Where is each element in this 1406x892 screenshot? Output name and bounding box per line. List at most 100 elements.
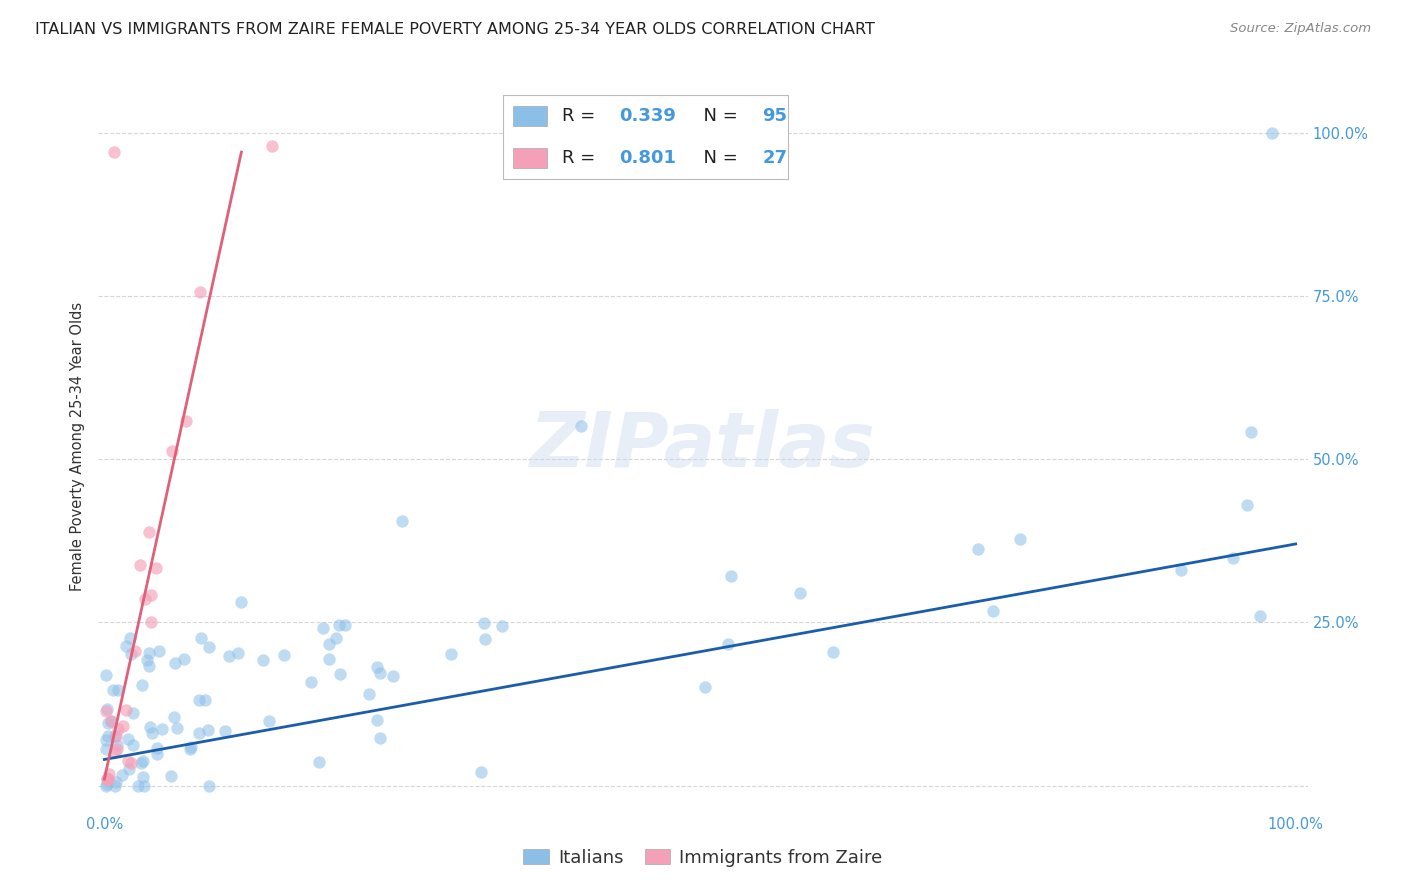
- Point: [111, 719, 134, 733]
- Point: [228, 646, 250, 660]
- Point: [187, 693, 209, 707]
- Point: [1010, 533, 1032, 547]
- Point: [104, 745, 127, 759]
- Point: [260, 138, 283, 153]
- Point: [104, 779, 127, 793]
- Point: [187, 726, 209, 740]
- Point: [333, 618, 356, 632]
- Point: [96, 772, 118, 786]
- Point: [132, 754, 155, 768]
- Point: [122, 738, 145, 752]
- Point: [132, 779, 155, 793]
- Point: [311, 621, 333, 635]
- Point: [97, 716, 120, 731]
- Point: [96, 741, 118, 756]
- Point: [197, 723, 219, 737]
- Point: [160, 769, 183, 783]
- Legend: Italians, Immigrants from Zaire: Italians, Immigrants from Zaire: [516, 842, 890, 874]
- Point: [97, 729, 120, 743]
- Text: ITALIAN VS IMMIGRANTS FROM ZAIRE FEMALE POVERTY AMONG 25-34 YEAR OLDS CORRELATIO: ITALIAN VS IMMIGRANTS FROM ZAIRE FEMALE …: [35, 22, 875, 37]
- Point: [138, 659, 160, 673]
- Point: [97, 772, 120, 786]
- Point: [115, 639, 138, 653]
- Point: [382, 669, 405, 683]
- Point: [105, 775, 128, 789]
- Point: [111, 768, 134, 782]
- Point: [124, 644, 146, 658]
- Point: [1261, 126, 1284, 140]
- Point: [94, 733, 117, 747]
- Point: [197, 779, 219, 793]
- Point: [720, 569, 742, 583]
- Point: [491, 618, 513, 632]
- Text: 95: 95: [762, 107, 787, 125]
- Point: [218, 648, 240, 663]
- Text: 0.339: 0.339: [620, 107, 676, 125]
- Point: [1170, 563, 1192, 577]
- Point: [129, 756, 152, 770]
- Point: [325, 632, 347, 646]
- Point: [148, 643, 170, 657]
- Point: [193, 693, 215, 707]
- Point: [105, 739, 128, 753]
- Point: [96, 702, 118, 716]
- Point: [717, 637, 740, 651]
- FancyBboxPatch shape: [503, 95, 787, 179]
- Point: [981, 604, 1004, 618]
- Point: [176, 414, 198, 428]
- Point: [1240, 425, 1263, 440]
- Point: [103, 682, 125, 697]
- Point: [141, 726, 163, 740]
- Text: Source: ZipAtlas.com: Source: ZipAtlas.com: [1230, 22, 1371, 36]
- Point: [370, 731, 392, 745]
- Point: [139, 588, 162, 602]
- Point: [328, 617, 350, 632]
- Point: [1236, 498, 1258, 512]
- Text: R =: R =: [561, 107, 600, 125]
- Point: [120, 647, 142, 661]
- Point: [120, 756, 142, 770]
- Point: [357, 687, 380, 701]
- Point: [188, 285, 211, 300]
- Text: R =: R =: [561, 149, 600, 167]
- FancyBboxPatch shape: [513, 105, 547, 126]
- Point: [569, 419, 592, 434]
- Point: [472, 616, 495, 631]
- Point: [166, 721, 188, 735]
- Point: [94, 779, 117, 793]
- Point: [145, 561, 167, 575]
- Point: [198, 640, 221, 654]
- Point: [273, 648, 295, 662]
- Point: [789, 585, 811, 599]
- Text: N =: N =: [692, 107, 744, 125]
- Point: [308, 756, 330, 770]
- Point: [163, 710, 186, 724]
- Point: [146, 747, 169, 762]
- Point: [96, 777, 118, 791]
- Point: [391, 514, 413, 528]
- Point: [107, 722, 129, 736]
- Point: [94, 668, 117, 682]
- Point: [1222, 551, 1244, 566]
- Point: [470, 765, 492, 780]
- Point: [440, 647, 463, 661]
- Point: [259, 714, 281, 729]
- Point: [252, 652, 274, 666]
- Point: [107, 683, 129, 698]
- Point: [368, 666, 391, 681]
- Point: [118, 762, 141, 776]
- Point: [129, 558, 152, 573]
- Point: [134, 592, 156, 607]
- Point: [146, 741, 169, 756]
- Point: [214, 724, 236, 739]
- Y-axis label: Female Poverty Among 25-34 Year Olds: Female Poverty Among 25-34 Year Olds: [70, 301, 86, 591]
- Point: [180, 739, 202, 754]
- Point: [94, 705, 117, 719]
- Point: [117, 754, 139, 768]
- Point: [173, 651, 195, 665]
- Point: [115, 702, 138, 716]
- FancyBboxPatch shape: [513, 148, 547, 169]
- Point: [138, 646, 160, 660]
- Point: [474, 632, 496, 646]
- Point: [104, 729, 127, 743]
